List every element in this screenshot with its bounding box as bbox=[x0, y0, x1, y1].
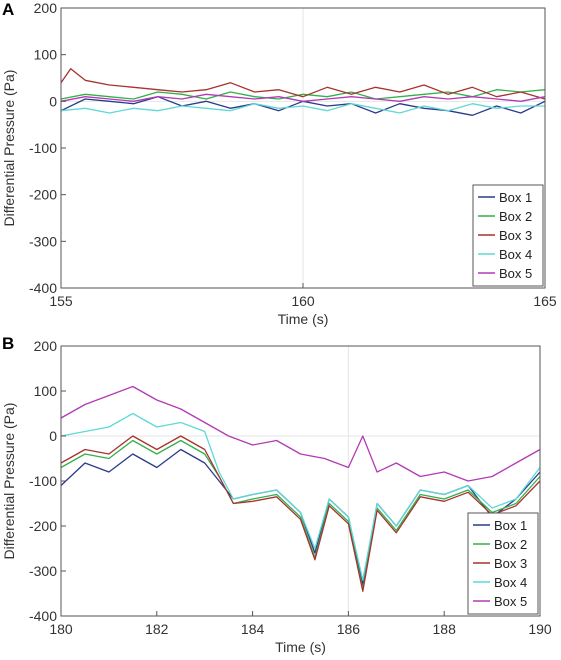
y-tick-label: -100 bbox=[29, 140, 57, 156]
y-tick-label: 0 bbox=[49, 93, 57, 109]
series-line-box-3 bbox=[60, 68, 546, 100]
series-line-box-2 bbox=[60, 89, 546, 100]
legend-label-box-3: Box 3 bbox=[494, 556, 527, 571]
legend-label-box-2: Box 2 bbox=[499, 209, 532, 224]
series-line-box-5 bbox=[60, 93, 546, 102]
y-tick-label: 200 bbox=[34, 0, 58, 16]
y-tick-label: -100 bbox=[29, 473, 57, 489]
y-tick-label: 100 bbox=[34, 47, 58, 63]
panel-b-letter: B bbox=[2, 334, 15, 353]
x-tick-label: 190 bbox=[528, 621, 552, 637]
x-tick-label: 155 bbox=[49, 293, 73, 309]
x-tick-label: 184 bbox=[241, 621, 265, 637]
y-tick-label: 100 bbox=[34, 383, 58, 399]
series-line-box-5 bbox=[60, 385, 541, 482]
y-tick-label: -400 bbox=[29, 608, 57, 624]
series-line-box-3 bbox=[60, 435, 541, 592]
x-tick-label: 182 bbox=[145, 621, 169, 637]
y-tick-label: 0 bbox=[49, 428, 57, 444]
legend-label-box-3: Box 3 bbox=[499, 228, 532, 243]
x-axis-label: Time (s) bbox=[275, 639, 326, 655]
y-axis-label: Differential Pressure (Pa) bbox=[1, 403, 17, 560]
legend-label-box-4: Box 4 bbox=[494, 575, 527, 590]
x-axis-label: Time (s) bbox=[278, 311, 329, 327]
series-line-box-2 bbox=[60, 439, 541, 590]
series-line-box-4 bbox=[60, 103, 545, 114]
legend-label-box-1: Box 1 bbox=[494, 518, 527, 533]
x-tick-label: 180 bbox=[49, 621, 73, 637]
x-tick-label: 160 bbox=[291, 293, 315, 309]
x-tick-label: 165 bbox=[533, 293, 557, 309]
y-tick-label: -200 bbox=[29, 518, 57, 534]
legend-label-box-5: Box 5 bbox=[494, 594, 527, 609]
y-tick-label: -400 bbox=[29, 280, 57, 296]
legend-label-box-2: Box 2 bbox=[494, 537, 527, 552]
y-tick-label: 200 bbox=[34, 338, 58, 354]
y-tick-label: -200 bbox=[29, 187, 57, 203]
x-tick-label: 188 bbox=[433, 621, 457, 637]
series-line-box-4 bbox=[60, 412, 541, 581]
panel-a-letter: A bbox=[2, 0, 15, 19]
y-axis-label: Differential Pressure (Pa) bbox=[1, 70, 17, 227]
y-tick-label: -300 bbox=[29, 563, 57, 579]
legend-label-box-4: Box 4 bbox=[499, 247, 532, 262]
y-tick-label: -300 bbox=[29, 233, 57, 249]
legend-label-box-1: Box 1 bbox=[499, 190, 532, 205]
legend-label-box-5: Box 5 bbox=[499, 266, 532, 281]
x-tick-label: 186 bbox=[337, 621, 361, 637]
